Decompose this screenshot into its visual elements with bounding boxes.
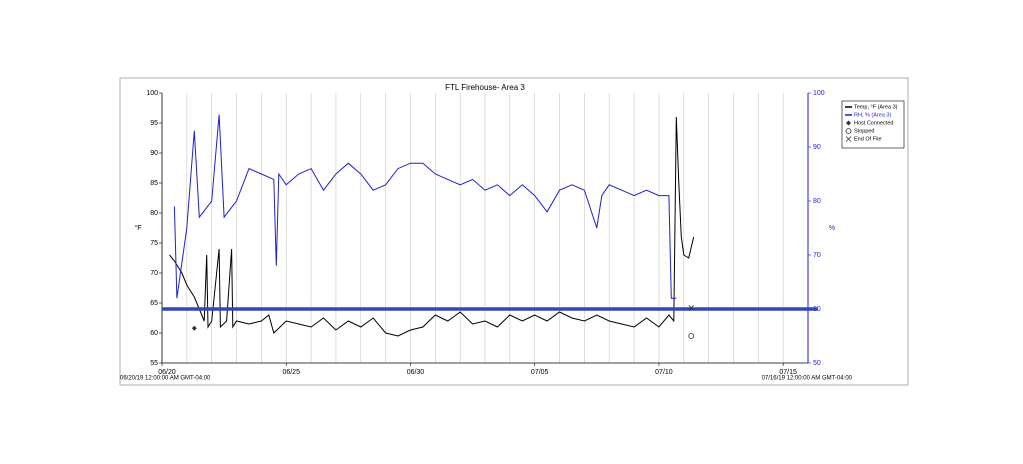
legend-box xyxy=(841,100,905,149)
x-tick-label: 07/15 xyxy=(779,369,797,376)
chart-title: FTL Firehouse- Area 3 xyxy=(445,83,525,92)
y-axis-label: °F xyxy=(134,224,141,232)
event-marker xyxy=(688,333,695,339)
y-tick-label: 100 xyxy=(146,90,158,97)
series-line xyxy=(169,116,695,337)
x-tick-label: 06/30 xyxy=(407,369,425,376)
legend-label: End Of File xyxy=(854,136,882,142)
legend-label: Stopped xyxy=(854,128,875,134)
y2-tick-label: 80 xyxy=(813,198,821,205)
series-line xyxy=(173,114,677,299)
legend-symbol xyxy=(845,136,852,142)
legend-label: Host Connected xyxy=(854,120,893,126)
x-tick-label: 07/05 xyxy=(531,369,549,376)
y-tick-label: 70 xyxy=(150,270,158,277)
event-marker xyxy=(191,325,197,331)
x-tick-label: 06/20 xyxy=(158,369,176,376)
legend-symbol xyxy=(846,120,851,126)
x-tick-label: 06/25 xyxy=(282,369,300,376)
y-tick-label: 85 xyxy=(150,180,158,187)
y-tick-label: 60 xyxy=(150,330,158,337)
y2-tick-label: 100 xyxy=(813,90,825,97)
y2-axis-label: % xyxy=(829,225,835,232)
legend-label: RH, % (Area 3) xyxy=(854,112,891,118)
x-range-end: 07/16/19 12:00:00 AM GMT-04:00 xyxy=(762,376,853,382)
event-marker xyxy=(688,305,695,311)
x-range-start: 06/20/19 12:00:00 AM GMT-04:00 xyxy=(120,376,211,382)
chart-frame xyxy=(119,77,909,386)
y-tick-label: 95 xyxy=(150,120,158,127)
y-tick-label: 65 xyxy=(150,300,158,307)
y2-tick-label: 50 xyxy=(813,360,821,367)
y-tick-label: 80 xyxy=(150,210,158,217)
y2-tick-label: 70 xyxy=(813,252,821,259)
legend-symbol xyxy=(845,128,852,134)
y-tick-label: 75 xyxy=(150,240,158,247)
y-tick-label: 90 xyxy=(150,150,158,157)
y2-tick-label: 90 xyxy=(813,144,821,151)
legend-label: Temp, °F (Area 3) xyxy=(854,104,898,110)
y-tick-label: 55 xyxy=(150,360,158,367)
x-tick-label: 07/10 xyxy=(655,369,673,376)
